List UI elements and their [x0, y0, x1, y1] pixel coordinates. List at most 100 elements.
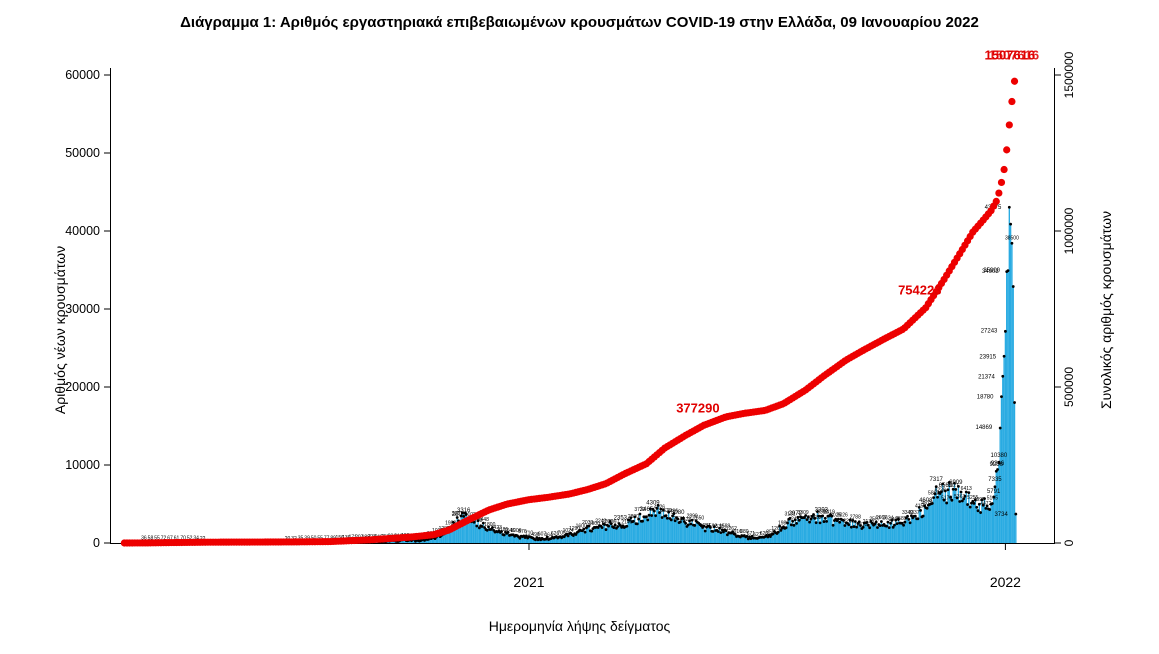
svg-text:67: 67	[167, 535, 173, 541]
svg-text:2650: 2650	[693, 515, 704, 521]
svg-text:4608: 4608	[919, 498, 933, 504]
svg-text:2289: 2289	[471, 518, 482, 524]
svg-text:72: 72	[161, 535, 167, 541]
svg-text:377290: 377290	[676, 400, 719, 415]
svg-text:2497: 2497	[791, 517, 802, 523]
svg-text:2243: 2243	[595, 519, 606, 525]
svg-text:6238: 6238	[935, 487, 946, 493]
svg-text:23915: 23915	[979, 354, 996, 360]
svg-text:6909: 6909	[949, 480, 963, 486]
svg-text:3316: 3316	[457, 508, 471, 514]
svg-text:2200: 2200	[602, 519, 613, 525]
svg-text:4472: 4472	[980, 501, 991, 507]
svg-text:1266: 1266	[771, 526, 782, 532]
svg-text:40000: 40000	[65, 224, 100, 238]
svg-text:9236: 9236	[990, 462, 1004, 468]
svg-text:1290: 1290	[569, 526, 580, 532]
svg-text:3393: 3393	[815, 508, 829, 514]
svg-text:61: 61	[174, 536, 180, 542]
svg-text:4309: 4309	[646, 500, 660, 506]
svg-text:876: 876	[518, 529, 527, 535]
svg-text:0: 0	[93, 536, 100, 550]
svg-text:1589: 1589	[719, 524, 730, 530]
svg-text:3382: 3382	[817, 510, 828, 516]
svg-text:3722: 3722	[634, 507, 645, 513]
svg-text:705: 705	[557, 531, 566, 537]
svg-text:2589: 2589	[895, 516, 906, 522]
svg-text:2033: 2033	[582, 520, 593, 526]
svg-text:5178: 5178	[941, 496, 952, 502]
svg-text:50000: 50000	[65, 146, 100, 160]
svg-text:2507: 2507	[869, 516, 880, 522]
svg-text:55: 55	[154, 536, 160, 542]
svg-text:4159: 4159	[915, 504, 926, 510]
svg-text:10380: 10380	[991, 453, 1008, 459]
svg-text:2899: 2899	[687, 513, 698, 519]
svg-text:2972: 2972	[789, 511, 803, 517]
svg-text:58: 58	[148, 536, 154, 542]
svg-text:1813: 1813	[856, 522, 867, 528]
svg-text:2709: 2709	[804, 515, 815, 521]
svg-text:20000: 20000	[65, 380, 100, 394]
svg-text:2140: 2140	[621, 519, 632, 525]
svg-text:1000000: 1000000	[1062, 207, 1076, 254]
svg-text:858: 858	[766, 529, 775, 535]
svg-text:2262: 2262	[843, 518, 854, 524]
svg-text:21374: 21374	[978, 374, 995, 380]
svg-text:1507616: 1507616	[989, 48, 1040, 63]
svg-text:9346: 9346	[991, 461, 1005, 467]
svg-text:3025: 3025	[830, 512, 841, 518]
svg-text:35000: 35000	[983, 268, 1000, 274]
svg-text:5255: 5255	[967, 495, 978, 501]
svg-text:1600: 1600	[576, 524, 587, 530]
svg-text:0: 0	[1062, 539, 1076, 546]
svg-text:3349: 3349	[902, 510, 913, 516]
svg-text:2097: 2097	[608, 520, 619, 526]
svg-text:70: 70	[180, 535, 186, 541]
svg-text:3496: 3496	[667, 509, 678, 515]
svg-text:671: 671	[747, 531, 756, 537]
svg-text:14869: 14869	[975, 425, 992, 431]
svg-text:6413: 6413	[961, 486, 972, 492]
svg-text:4572: 4572	[922, 500, 933, 506]
svg-text:2022: 2022	[990, 574, 1021, 590]
svg-text:5165: 5165	[987, 496, 998, 502]
svg-text:620: 620	[760, 531, 769, 537]
svg-text:1006: 1006	[510, 528, 521, 534]
svg-text:7335: 7335	[988, 477, 1002, 483]
svg-text:2353: 2353	[614, 516, 628, 522]
svg-text:2409: 2409	[889, 517, 900, 523]
svg-text:496: 496	[531, 532, 540, 538]
svg-text:6827: 6827	[948, 483, 959, 489]
svg-text:4995: 4995	[974, 497, 985, 503]
svg-text:464: 464	[544, 532, 553, 538]
svg-text:5363: 5363	[954, 494, 965, 500]
svg-text:2682: 2682	[811, 515, 822, 521]
svg-text:1500000: 1500000	[1062, 51, 1076, 98]
svg-text:1507616: 1507616	[985, 48, 1036, 63]
svg-text:1046: 1046	[504, 528, 515, 534]
svg-text:1800: 1800	[484, 522, 495, 528]
svg-text:1538: 1538	[713, 524, 724, 530]
svg-text:3080: 3080	[671, 510, 685, 516]
svg-text:2173: 2173	[863, 519, 874, 525]
svg-text:527: 527	[753, 532, 762, 538]
svg-text:2801: 2801	[452, 512, 466, 518]
svg-text:30000: 30000	[65, 302, 100, 316]
svg-text:3620: 3620	[660, 508, 671, 514]
svg-text:7317: 7317	[930, 477, 944, 483]
svg-text:5791: 5791	[987, 489, 1001, 495]
svg-text:10000: 10000	[65, 458, 100, 472]
svg-text:3102: 3102	[465, 512, 476, 518]
x-axis-title: Ημερομηνία λήψης δείγματος	[488, 618, 671, 634]
svg-text:3734: 3734	[994, 512, 1008, 518]
svg-text:38500: 38500	[1005, 236, 1019, 242]
svg-text:3419: 3419	[824, 509, 835, 515]
svg-text:36: 36	[141, 536, 147, 542]
svg-text:1262: 1262	[726, 526, 737, 532]
svg-text:34: 34	[193, 536, 199, 542]
svg-text:710: 710	[525, 530, 534, 536]
svg-text:500000: 500000	[1062, 367, 1076, 407]
